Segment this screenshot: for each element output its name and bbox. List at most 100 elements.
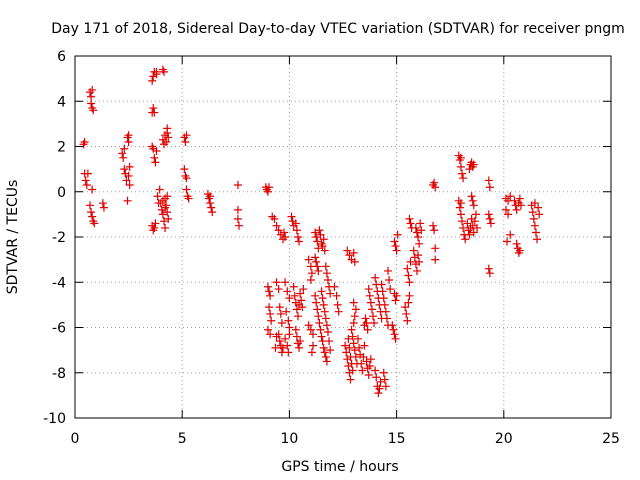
data-point-marker [467,192,476,201]
data-point-marker [528,208,537,217]
data-point-marker [485,214,494,223]
data-point-marker [306,325,315,334]
data-point-marker [455,203,464,212]
chart-title: Day 171 of 2018, Sidereal Day-to-day VTE… [51,21,625,37]
data-point-marker [326,289,335,298]
data-point-marker [285,330,294,339]
y-tick-label: -4 [52,275,66,291]
data-point-marker [319,343,328,352]
data-point-marker [504,210,513,219]
x-tick-label: 25 [602,431,620,447]
data-point-marker [292,305,301,314]
data-point-marker [263,282,272,291]
data-point-marker [390,237,399,246]
data-point-marker [313,237,322,246]
data-point-marker [182,174,191,183]
data-point-marker [124,171,133,180]
data-point-marker [362,318,371,327]
data-point-marker [314,312,323,321]
data-point-marker [350,312,359,321]
data-point-marker [87,92,96,101]
data-point-marker [181,137,190,146]
data-point-marker [265,183,274,192]
data-point-marker [515,194,524,203]
data-point-marker [392,246,401,255]
data-point-marker [321,352,330,361]
data-point-marker [364,285,373,294]
data-point-marker [405,291,414,300]
data-point-marker [122,176,131,185]
data-point-marker [343,246,352,255]
data-point-marker [369,312,378,321]
data-point-marker [306,275,315,284]
data-point-marker [292,332,301,341]
data-point-marker [392,291,401,300]
data-point-marker [333,300,342,309]
data-point-marker [275,337,284,346]
data-point-marker [89,106,98,115]
data-point-marker [266,309,275,318]
data-point-marker [530,221,539,230]
data-point-marker [473,223,481,232]
data-point-marker [206,192,215,201]
data-point-marker [266,291,275,300]
data-point-marker [378,287,387,296]
data-point-marker [311,291,320,300]
data-point-marker [312,233,321,241]
y-axis-label: SDTVAR / TECUs [5,180,21,295]
data-point-marker [371,273,380,282]
data-point-marker [158,196,167,205]
data-point-marker [515,246,524,255]
data-point-marker [315,318,324,327]
data-point-marker [377,280,386,289]
data-point-marker [159,67,168,76]
data-point-marker [272,278,281,287]
data-point-marker [484,210,493,219]
axis-ticks: 0 5 10 15 20 25 -10 -8 -6 -4 -2 0 2 4 6 [43,49,620,447]
data-point-marker [80,137,89,146]
data-point-marker [90,219,99,228]
data-point-marker [308,341,317,350]
data-point-marker [485,269,494,278]
data-point-marker [293,233,302,241]
data-point-marker [381,382,390,391]
data-point-marker [326,346,335,355]
data-point-marker [314,244,323,253]
data-points [79,65,544,398]
data-point-marker [391,334,400,343]
data-point-marker [322,321,331,330]
data-point-marker [403,316,412,325]
data-point-marker [272,221,281,230]
data-point-marker [158,210,167,219]
data-point-marker [298,303,307,312]
data-point-marker [412,266,421,275]
data-point-marker [317,332,326,341]
data-point-marker [316,325,325,334]
data-point-marker [393,230,402,239]
data-point-marker [382,314,391,323]
data-point-marker [287,212,296,221]
data-point-marker [123,196,132,205]
data-point-marker [266,330,275,339]
data-point-marker [88,85,97,94]
data-point-marker [366,298,375,307]
data-point-marker [342,348,351,357]
data-point-marker [403,264,412,273]
data-point-marker [299,285,308,294]
data-point-marker [380,375,389,384]
data-point-marker [150,108,159,117]
data-point-marker [277,318,286,327]
data-point-marker [465,230,474,239]
data-point-marker [182,131,191,140]
data-point-marker [406,219,415,228]
data-point-marker [332,291,341,300]
data-point-marker [285,294,294,303]
data-point-marker [150,223,159,232]
data-point-marker [430,226,439,235]
data-point-marker [164,214,173,223]
data-point-marker [404,298,413,307]
x-tick-label: 15 [388,431,406,447]
x-tick-label: 20 [495,431,513,447]
data-point-marker [124,137,133,146]
